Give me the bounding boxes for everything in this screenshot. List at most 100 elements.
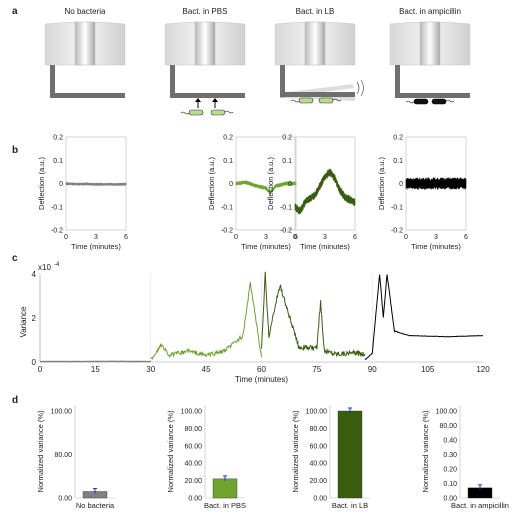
y-tick-label: 0.2 (393, 135, 403, 142)
x-tick-label: 3 (264, 234, 268, 241)
y-tick-label: 100.00 (436, 409, 458, 416)
bacterium-icon (188, 109, 204, 116)
y-tick-label: 0.1 (53, 158, 63, 165)
bar-2 (337, 410, 363, 499)
category-label: Bact. in PBS (204, 501, 246, 510)
y-tick-label: 20.00 (309, 478, 327, 485)
schematic-bact-ampicillin: Bact. in ampicillin (389, 7, 471, 105)
panel-c-variance-plot: 4 2 00 15 30 45 60 75 90 105 120 Time (minutes) Vari… (19, 262, 490, 384)
x-axis-label: Time (minutes) (300, 242, 350, 251)
y-tick-label: 0.40 (443, 438, 457, 445)
schematic-title-lb: Bact. in LB (296, 7, 335, 16)
x-axis-label: Time (minutes) (235, 375, 288, 384)
x-tick-label: 0 (64, 234, 68, 241)
x-tick-label: 45 (202, 365, 211, 374)
y-tick-label: -0.1 (391, 204, 403, 211)
x-tick-label: 0 (404, 234, 408, 241)
y-tick-label: 0 (288, 181, 292, 188)
y-tick-label: 0.1 (223, 158, 233, 165)
y-tick-label: -0.2 (51, 228, 63, 235)
y-tick-label: 60.00 (309, 443, 327, 450)
x-tick-label: 120 (476, 365, 490, 374)
x-axis-label: Time (minutes) (411, 242, 461, 251)
y-tick-label: -0.1 (280, 204, 292, 211)
y-tick-label: 40.00 (309, 461, 327, 468)
y-tick-label: 20.00 (184, 478, 202, 485)
bar-chart-0: 100.00 80.00 0.00 Normalized variance (%) No… (36, 405, 115, 510)
x-tick-label: 6 (353, 234, 357, 241)
y-axis-label: Variance (19, 306, 28, 338)
x-axis-label: Time (minutes) (71, 242, 121, 251)
y-tick-label: -0.2 (391, 228, 403, 235)
y-tick-label: 0 (59, 181, 63, 188)
y-tick-label: 0.00 (443, 496, 457, 503)
deflection-trace-0 (65, 181, 127, 187)
panel-a-letter: a (12, 6, 18, 17)
bar-1 (212, 478, 238, 499)
y-tick-label: 0 (399, 181, 403, 188)
y-tick-label: 0.2 (282, 135, 292, 142)
schematic-bact-pbs: Bact. in PBS (164, 7, 246, 116)
y-tick-label: 0.10 (443, 481, 457, 488)
scale-factor-label: x10 (38, 263, 51, 272)
x-tick-label: 6 (464, 234, 468, 241)
y-tick-label: 0 (229, 181, 233, 188)
y-tick-label: 0.2 (53, 135, 63, 142)
y-tick-label: 0.1 (393, 158, 403, 165)
y-axis-label: Deflection (a.u.) (377, 157, 386, 210)
y-tick-label: -0.1 (221, 204, 233, 211)
y-tick-label: 0.00 (188, 496, 202, 503)
y-tick-label: 0 (32, 358, 37, 367)
bacterium-icon (431, 98, 447, 105)
bar-chart-1: 100.00 80.00 60.00 40.00 20.00 0.00 Normalized… (166, 405, 246, 510)
y-tick-label: 60.00 (184, 443, 202, 450)
x-axis-label: Time (minutes) (241, 242, 291, 251)
y-tick-label: 0.00 (58, 496, 72, 503)
bacterium-icon (210, 109, 226, 116)
bar-chart-3: 100.00 80.00 0.40 0.30 0.20 0.10 0.00 Normalize… (421, 405, 509, 510)
y-axis-label: Deflection (a.u.) (207, 157, 216, 210)
category-label: No bacteria (76, 501, 115, 510)
x-tick-label: 60 (257, 365, 266, 374)
schematic-title-pbs: Bact. in PBS (183, 7, 228, 16)
y-tick-label: -0.2 (280, 228, 292, 235)
category-label: Bact. in LB (332, 501, 368, 510)
y-tick-label: 80.00 (439, 423, 457, 430)
panel-b-letter: b (12, 145, 19, 156)
bacterium-icon (318, 97, 334, 104)
x-tick-label: 15 (91, 365, 100, 374)
y-axis-label: Normalized variance (%) (166, 410, 175, 493)
bacterium-icon (298, 97, 314, 104)
y-axis-label: Normalized variance (%) (421, 410, 430, 493)
x-tick-label: 6 (124, 234, 128, 241)
x-tick-label: 3 (434, 234, 438, 241)
y-axis-label: Normalized variance (%) (36, 410, 45, 493)
y-tick-label: 80.00 (54, 452, 72, 459)
y-axis-label: Deflection (a.u.) (37, 157, 46, 210)
deflection-trace-3 (405, 176, 467, 191)
x-tick-label: 3 (94, 234, 98, 241)
bacterium-icon (413, 98, 429, 105)
y-tick-label: 40.00 (184, 461, 202, 468)
x-tick-label: 105 (421, 365, 435, 374)
schematic-title-no-bacteria: No bacteria (65, 7, 106, 16)
x-tick-label: 90 (368, 365, 377, 374)
schematic-no-bacteria: No bacteria (44, 7, 126, 98)
panel-d-bar-charts: 100.00 80.00 0.00 Normalized variance (%) No… (36, 405, 509, 510)
y-tick-label: 0.1 (282, 158, 292, 165)
variance-series-1 (150, 281, 262, 360)
y-tick-label: 2 (32, 314, 37, 323)
variance-series-2 (261, 271, 366, 358)
y-tick-label: 80.00 (309, 426, 327, 433)
y-tick-label: 80.00 (184, 426, 202, 433)
x-tick-label: 30 (146, 365, 155, 374)
deflection-trace-2 (294, 167, 356, 215)
panel-d-letter: d (12, 395, 19, 406)
y-tick-label: 0.00 (313, 496, 327, 503)
